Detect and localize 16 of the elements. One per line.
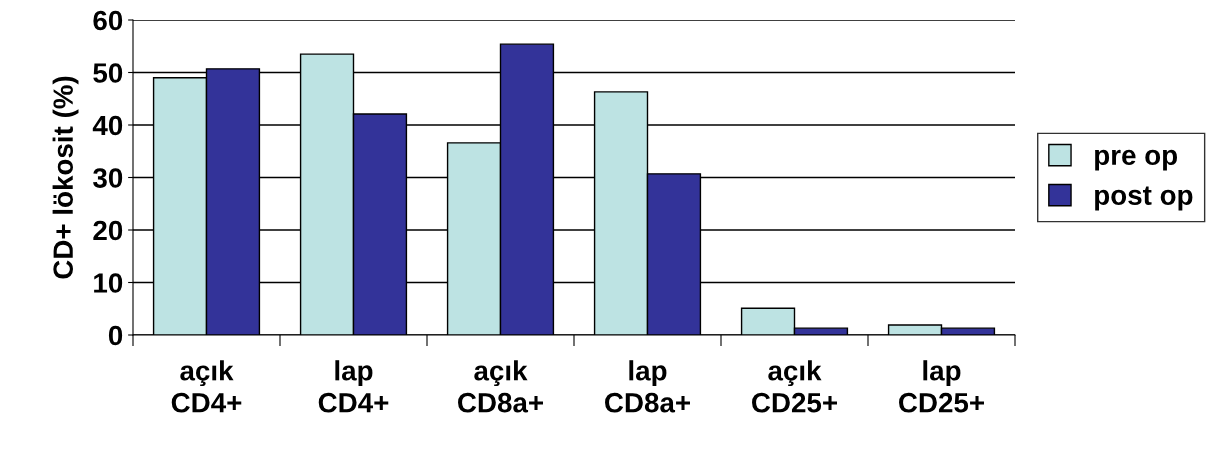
y-tick-label: 40: [92, 115, 123, 136]
x-tick-label: açık CD8a+: [458, 360, 543, 413]
x-tick-label: lap CD25+: [899, 360, 984, 413]
y-axis-title: CD+ lökosit (%): [52, 76, 79, 279]
x-tick-label: lap CD4+: [318, 360, 389, 413]
y-tick-label: 10: [94, 273, 123, 293]
x-tick-label: açık CD4+: [171, 360, 242, 413]
y-tick-label: 30: [93, 168, 123, 188]
y-tick-label: 0: [108, 325, 123, 346]
y-tick-label: 20: [93, 220, 123, 241]
y-tick-label: 60: [93, 10, 123, 31]
legend-label: post op: [1095, 186, 1193, 211]
x-tick-label: lap CD8a+: [605, 360, 690, 413]
x-tick-label: açık CD25+: [752, 360, 837, 413]
y-tick-label: 50: [93, 63, 123, 83]
legend-label: pre op: [1095, 149, 1178, 171]
